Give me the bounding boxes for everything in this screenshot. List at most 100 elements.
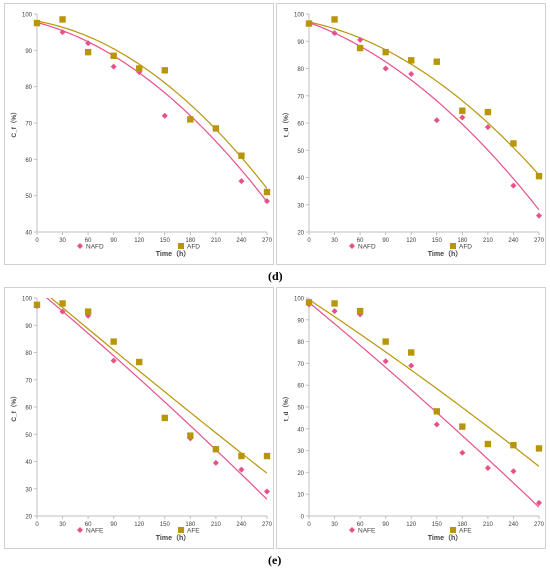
x-tick-label: 60 (357, 238, 364, 244)
legend-marker-nafe (77, 527, 83, 533)
legend-marker-nafd (349, 243, 355, 249)
data-point-afe (382, 338, 389, 345)
y-tick-label: 50 (25, 433, 32, 439)
y-tick-label: 90 (25, 324, 32, 330)
legend-marker-afd (450, 243, 456, 249)
data-point-afd (33, 19, 41, 27)
x-tick-label: 0 (35, 238, 39, 244)
data-point-nafe (238, 466, 245, 473)
x-tick-label: 270 (262, 522, 273, 528)
figure-caption-d: (d) (268, 269, 283, 283)
data-point-afe (238, 452, 245, 460)
x-tick-label: 150 (160, 522, 171, 528)
y-tick-label: 30 (297, 203, 304, 209)
y-tick-label: 90 (297, 40, 304, 46)
chart-panel-e-right: 0 10 20 30 40 50 60 70 80 90 100 0 30 60 90 120 150 180 21… (276, 287, 546, 549)
data-point-afd (212, 125, 220, 132)
data-point-afd (136, 65, 143, 72)
y-tick-label: 40 (297, 427, 304, 433)
data-point-nafe (264, 488, 270, 495)
y-tick-label: 50 (297, 406, 304, 412)
x-tick-label: 30 (331, 238, 338, 244)
x-axis-label: Time（h） (428, 250, 463, 258)
data-point-nafd (238, 178, 245, 185)
data-point-nafd (510, 182, 517, 189)
data-point-nafd (433, 117, 440, 124)
chart-panel-d-right: 20 30 40 50 60 70 80 90 100 0 30 60 90 120 150 180 210 24… (276, 3, 546, 265)
y-tick-label: 90 (297, 318, 304, 324)
y-tick-label: 10 (297, 493, 304, 499)
data-point-nafe (382, 358, 389, 365)
data-point-afe (535, 445, 543, 452)
y-tick-label: 40 (297, 176, 304, 182)
data-point-afd (408, 57, 415, 64)
data-point-nafe (110, 357, 117, 364)
legend-label-afe: AFE (187, 528, 200, 535)
data-point-nafe (459, 449, 466, 456)
data-point-nafe (59, 308, 66, 315)
x-tick-label: 180 (457, 238, 468, 244)
y-tick-label: 80 (297, 67, 304, 73)
data-point-afe (136, 358, 143, 366)
data-point-afe (263, 452, 271, 460)
x-tick-label: 240 (236, 238, 247, 244)
y-tick-label: 60 (25, 158, 32, 164)
x-tick-label: 240 (236, 522, 247, 528)
data-point-nafd (408, 70, 415, 77)
data-point-afd (535, 172, 543, 180)
y-tick-label: 100 (294, 13, 305, 19)
trendline (50, 298, 267, 474)
x-tick-label: 150 (432, 238, 443, 244)
data-point-afe (433, 408, 440, 415)
data-point-afe (408, 349, 415, 356)
data-point-nafe (536, 499, 542, 506)
data-point-nafd (382, 65, 389, 72)
x-tick-label: 240 (508, 238, 519, 244)
chart-panel-d-left: 40 50 60 70 80 90 100 0 30 60 90 120 150 180 210 240 270… (4, 3, 274, 265)
y-tick-label: 60 (25, 406, 32, 412)
y-tick-label: 40 (25, 231, 32, 237)
x-axis-label: Time（h） (156, 534, 191, 542)
trendline (37, 20, 267, 189)
trendline (37, 21, 267, 203)
figure-caption-e: (e) (268, 553, 282, 567)
x-tick-label: 270 (534, 238, 545, 244)
data-point-afe (484, 440, 492, 448)
chart-panel-e-left: 20 30 40 50 60 70 80 90 100 0 30 60 90 120 150 180 210 24… (4, 287, 274, 549)
y-tick-label: 70 (297, 94, 304, 100)
legend-label-nafe: NAFE (86, 528, 104, 535)
data-point-afe (187, 432, 194, 439)
y-axis-label: t_d（%） (282, 393, 290, 422)
x-tick-label: 150 (160, 238, 171, 244)
y-tick-label: 50 (297, 149, 304, 155)
x-tick-label: 30 (59, 238, 66, 244)
data-point-nafe (212, 459, 219, 466)
data-point-afd (510, 140, 517, 147)
y-tick-label: 80 (25, 351, 32, 357)
y-tick-label: 30 (25, 487, 32, 493)
data-point-afd (59, 16, 66, 23)
legend-label-afe: AFE (459, 528, 472, 535)
data-point-nafd (85, 40, 92, 47)
y-tick-label: 60 (297, 384, 304, 390)
data-point-nafd (264, 198, 270, 205)
data-point-afe (59, 300, 66, 307)
data-point-afe (356, 307, 364, 315)
y-tick-label: 90 (25, 49, 32, 55)
data-point-nafe (484, 465, 491, 472)
data-point-afd (356, 44, 364, 52)
data-point-nafe (433, 421, 440, 428)
trendline (309, 299, 539, 467)
x-tick-label: 270 (534, 522, 545, 528)
y-tick-label: 70 (25, 122, 32, 128)
data-point-afd (263, 188, 271, 196)
data-point-nafd (59, 29, 66, 36)
data-point-nafd (161, 112, 168, 119)
data-point-nafd (536, 212, 542, 219)
legend-marker-afd (178, 243, 184, 249)
x-axis-label: Time（h） (428, 534, 463, 542)
data-point-nafd (357, 36, 364, 43)
data-point-afd (433, 58, 440, 65)
legend-marker-afe (450, 527, 456, 533)
data-point-nafd (110, 63, 117, 70)
